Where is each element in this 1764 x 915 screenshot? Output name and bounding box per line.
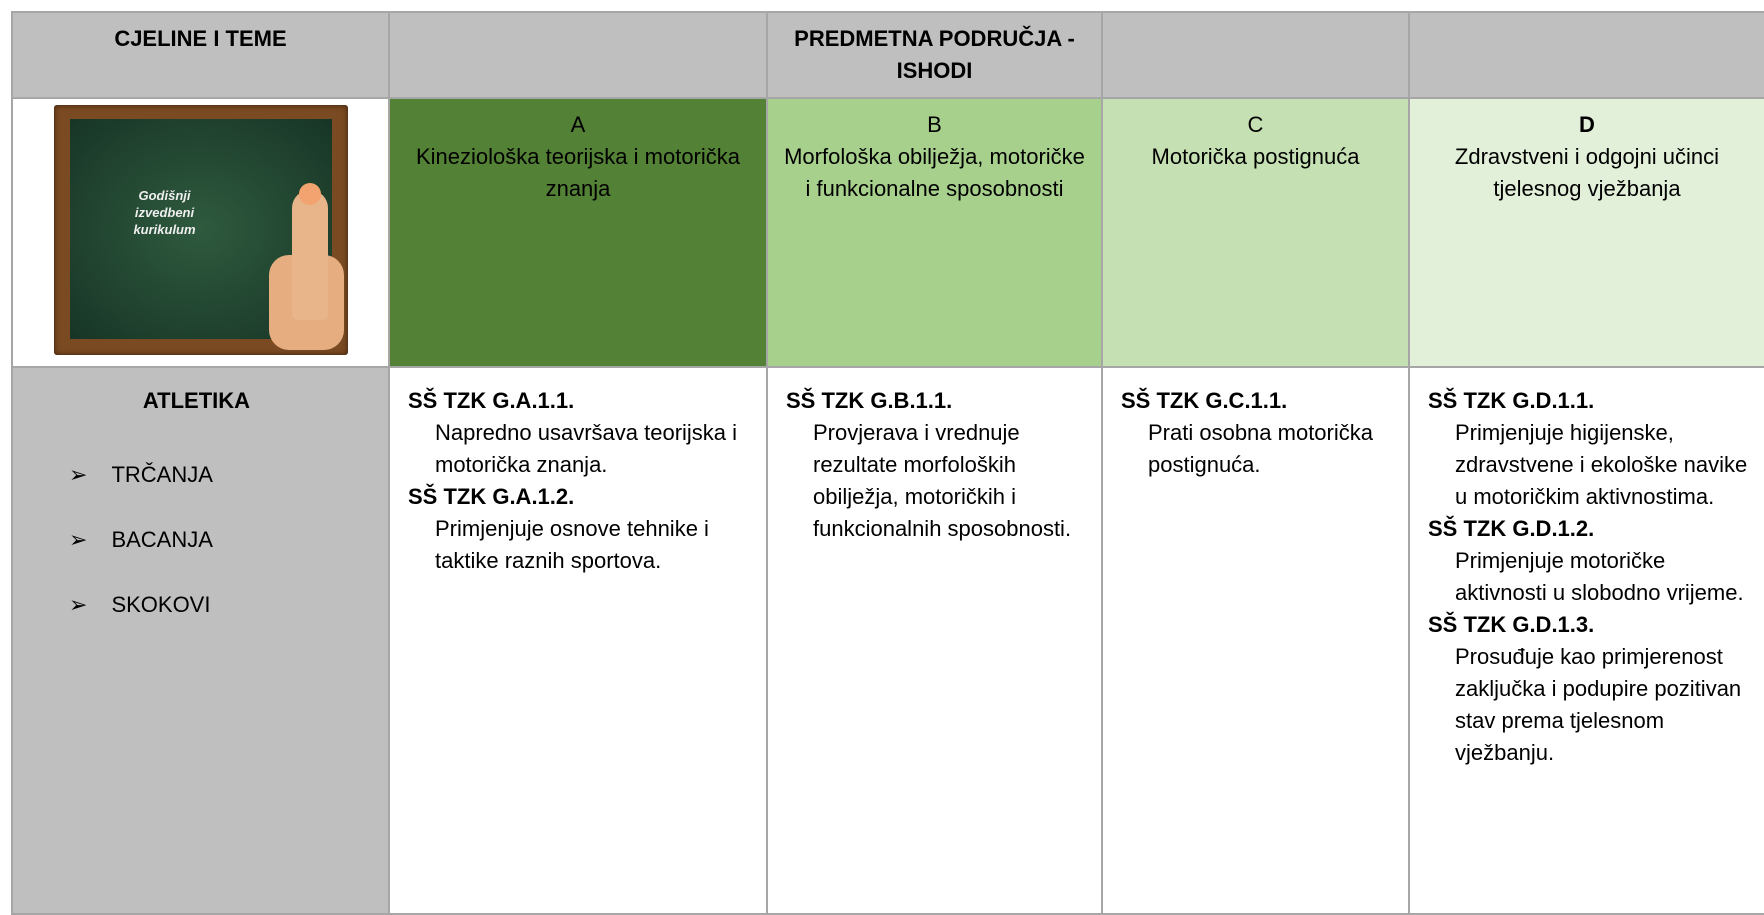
area-letter: B [927,112,942,137]
area-cell: A Kineziološka teorijska i motorička znan… [388,97,768,368]
header-cell [1101,11,1410,99]
header-cell [1408,11,1764,99]
outcome-text: Provjerava i vrednuje rezultate morfološ… [813,420,1072,541]
outcome-text: Primjenjuje motoričke aktivnosti u slobo… [1455,548,1744,605]
unit-title: ATLETIKA [142,388,251,413]
outcome-text: Prati osobna motorička postignuća. [1148,420,1373,477]
outcome-code: SŠ TZK G.A.1.2. [408,484,575,509]
outcome-code: SŠ TZK G.C.1.1. [1121,388,1288,413]
area-cell: D Zdravstveni i odgojni učinci tjelesnog … [1408,97,1764,368]
unit-item: ➢ SKOKOVI [69,592,211,617]
outcome-cell: SŠ TZK G.A.1.1. Napredno usavršava teorij… [388,366,768,915]
header-cell: PREDMETNA PODRUČJA - ISHODI [766,11,1103,99]
area-name: Kineziološka teorijska i motorička znanj… [415,144,741,201]
outcome-text: Napredno usavršava teorijska i motorička… [435,420,738,477]
image-label: Godišnji izvedbeni kurikulum [133,188,196,237]
curriculum-table: CJELINE I TEME PREDMETNA PODRUČJA - ISHO… [11,11,1764,915]
area-name: Motorička postignuća [1151,144,1360,169]
outcome-row: ATLETIKA ➢ TRČANJA ➢ BACANJA ➢ SKOKOVI SŠ T… [11,366,1764,915]
header-cell: CJELINE I TEME [11,11,390,99]
outcome-code: SŠ TZK G.D.1.1. [1428,388,1595,413]
area-letter: A [570,112,586,137]
image-cell: Godišnji izvedbeni kurikulum [11,97,390,368]
outcome-code: SŠ TZK G.D.1.3. [1428,612,1595,637]
area-letter: C [1247,112,1264,137]
chalkboard-image: Godišnji izvedbeni kurikulum [53,105,348,355]
area-name: Zdravstveni i odgojni učinci tjelesnog v… [1454,144,1720,201]
area-cell: B Morfološka obilježja, motoričke i funkc… [766,97,1103,368]
area-letter: D [1579,112,1595,137]
outcome-cell: SŠ TZK G.D.1.1. Primjenjuje higijenske, z… [1408,366,1764,915]
outcome-code: SŠ TZK G.D.1.2. [1428,516,1595,541]
outcome-code: SŠ TZK G.B.1.1. [786,388,953,413]
area-row: Godišnji izvedbeni kurikulum A Kineziološ… [11,97,1764,368]
unit-item: ➢ BACANJA [69,527,213,552]
outcome-cell: SŠ TZK G.B.1.1. Provjerava i vrednuje rez… [766,366,1103,915]
unit-item: ➢ TRČANJA [69,462,213,487]
area-name: Morfološka obilježja, motoričke i funkci… [784,144,1085,201]
header-cell [388,11,768,99]
outcome-text: Prosuđuje kao primjerenost zaključka i p… [1455,644,1742,765]
unit-cell: ATLETIKA ➢ TRČANJA ➢ BACANJA ➢ SKOKOVI [11,366,390,915]
area-cell: C Motorička postignuća [1101,97,1410,368]
outcome-cell: SŠ TZK G.C.1.1. Prati osobna motorička po… [1101,366,1410,915]
outcome-code: SŠ TZK G.A.1.1. [408,388,575,413]
outcome-text: Primjenjuje osnove tehnike i taktike raz… [435,516,709,573]
header-row: CJELINE I TEME PREDMETNA PODRUČJA - ISHO… [11,11,1764,99]
outcome-text: Primjenjuje higijenske, zdravstvene i ek… [1455,420,1748,509]
